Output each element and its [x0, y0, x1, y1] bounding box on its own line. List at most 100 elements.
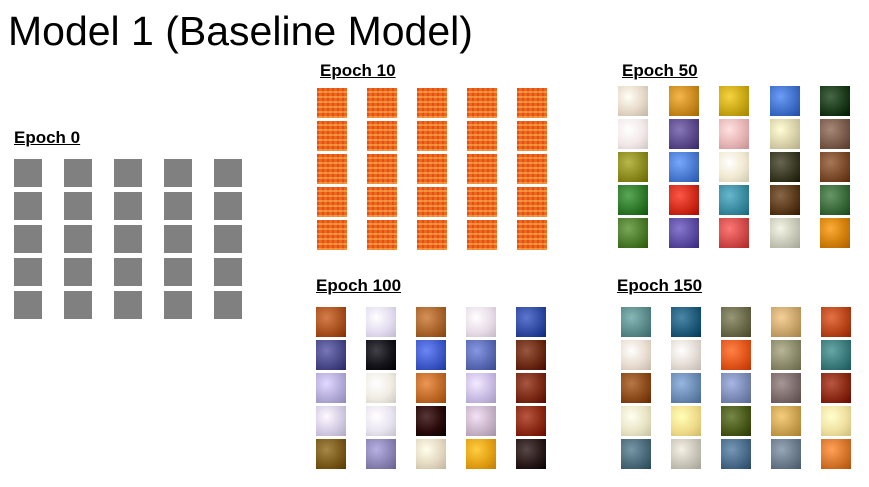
- epoch-50-sample-image: [820, 185, 850, 215]
- epoch-150-sample-image: [771, 439, 801, 469]
- epoch-0-label: Epoch 0: [14, 128, 81, 147]
- epoch-150-sample-image: [771, 307, 801, 337]
- epoch-10-sample-image: [517, 220, 547, 250]
- epoch-150-sample-image: [621, 307, 651, 337]
- epoch-0-sample-image: [214, 225, 242, 253]
- epoch-10-sample-image: [367, 121, 397, 151]
- epoch-150-sample-image: [721, 406, 751, 436]
- epoch-0-sample-image: [164, 225, 192, 253]
- epoch-10-sample-image: [367, 154, 397, 184]
- epoch-150-sample-image: [821, 406, 851, 436]
- epoch-10-sample-image: [517, 121, 547, 151]
- epoch-150-sample-image: [621, 373, 651, 403]
- epoch-100-sample-image: [416, 439, 446, 469]
- epoch-100-sample-image: [366, 307, 396, 337]
- epoch-100-sample-image: [416, 340, 446, 370]
- epoch-0-sample-image: [164, 258, 192, 286]
- epoch-150-sample-image: [671, 406, 701, 436]
- epoch-50-sample-image: [820, 152, 850, 182]
- epoch-0-sample-image: [214, 291, 242, 319]
- epoch-100-sample-image: [516, 307, 546, 337]
- epoch-100-sample-image: [516, 340, 546, 370]
- epoch-50-sample-image: [719, 119, 749, 149]
- epoch-10-sample-image: [317, 121, 347, 151]
- epoch-0-sample-image: [64, 291, 92, 319]
- epoch-150-sample-image: [771, 340, 801, 370]
- epoch-50-sample-image: [769, 218, 800, 248]
- epoch-10-sample-image: [467, 187, 497, 217]
- epoch-50-sample-image: [719, 218, 749, 248]
- epoch-100-sample-image: [366, 439, 396, 469]
- epoch-0-sample-image: [64, 225, 92, 253]
- epoch-50-sample-image: [618, 218, 648, 248]
- epoch-0-sample-image: [114, 225, 142, 253]
- epoch-100-sample-image: [516, 439, 546, 469]
- epoch-10-sample-image: [467, 220, 497, 250]
- epoch-50-sample-image: [719, 185, 749, 215]
- epoch-0-sample-image: [114, 159, 142, 187]
- epoch-100-sample-image: [366, 373, 396, 403]
- epoch-100-sample-image: [466, 406, 496, 436]
- epoch-150-sample-image: [621, 340, 651, 370]
- epoch-10-sample-image: [317, 187, 347, 217]
- epoch-150-sample-image: [721, 373, 751, 403]
- epoch-50-sample-image: [820, 218, 850, 248]
- epoch-0-sample-image: [14, 291, 42, 319]
- epoch-150-sample-image: [821, 373, 851, 403]
- epoch-50-sample-image: [618, 86, 648, 116]
- epoch-0-sample-image: [14, 225, 42, 253]
- epoch-150-sample-image: [671, 439, 701, 469]
- epoch-100-sample-image: [316, 439, 346, 469]
- epoch-100-sample-image: [416, 307, 446, 337]
- epoch-0-sample-image: [64, 192, 92, 220]
- epoch-50-sample-image: [820, 119, 850, 149]
- epoch-0-sample-image: [164, 192, 192, 220]
- epoch-50-sample-image: [618, 152, 648, 182]
- epoch-0-sample-image: [14, 192, 42, 220]
- epoch-150-sample-image: [821, 340, 851, 370]
- epoch-10-sample-image: [367, 187, 397, 217]
- epoch-0-sample-image: [114, 258, 142, 286]
- epoch-0-sample-image: [64, 258, 92, 286]
- epoch-50-sample-image: [618, 119, 648, 149]
- epoch-0-sample-image: [14, 159, 42, 187]
- epoch-10-sample-image: [467, 121, 497, 151]
- epoch-50-sample-image: [618, 185, 648, 215]
- epoch-10-sample-image: [417, 187, 447, 217]
- epoch-150-sample-image: [771, 373, 801, 403]
- epoch-10-sample-image: [417, 121, 447, 151]
- epoch-100-sample-image: [416, 373, 446, 403]
- epoch-50-sample-image: [719, 86, 749, 116]
- epoch-10-sample-image: [517, 154, 547, 184]
- epoch-50-sample-image: [769, 86, 800, 116]
- epoch-50-sample-image: [719, 152, 749, 182]
- epoch-100-sample-image: [366, 406, 396, 436]
- epoch-150-sample-image: [671, 340, 701, 370]
- epoch-50-sample-image: [668, 185, 699, 215]
- epoch-50-sample-image: [820, 86, 850, 116]
- epoch-150-sample-image: [671, 307, 701, 337]
- page-title: Model 1 (Baseline Model): [8, 8, 473, 54]
- epoch-10-sample-image: [467, 154, 497, 184]
- epoch-100-label: Epoch 100: [316, 276, 402, 295]
- epoch-0-sample-image: [164, 291, 192, 319]
- epoch-100-sample-image: [416, 406, 446, 436]
- epoch-10-sample-image: [417, 88, 447, 118]
- epoch-10-sample-image: [317, 88, 347, 118]
- epoch-150-sample-image: [721, 340, 751, 370]
- epoch-10-sample-image: [317, 154, 347, 184]
- epoch-100-sample-image: [316, 373, 346, 403]
- epoch-10-sample-image: [367, 220, 397, 250]
- epoch-10-sample-image: [367, 88, 397, 118]
- epoch-150-sample-image: [821, 439, 851, 469]
- epoch-150-sample-image: [621, 439, 651, 469]
- epoch-50-sample-image: [668, 119, 699, 149]
- epoch-10-sample-image: [417, 220, 447, 250]
- epoch-0-sample-image: [14, 258, 42, 286]
- epoch-100-sample-image: [466, 340, 496, 370]
- epoch-10-sample-image: [517, 88, 547, 118]
- epoch-150-sample-image: [721, 307, 751, 337]
- epoch-10-sample-image: [317, 220, 347, 250]
- epoch-10-sample-image: [417, 154, 447, 184]
- epoch-100-sample-image: [316, 340, 346, 370]
